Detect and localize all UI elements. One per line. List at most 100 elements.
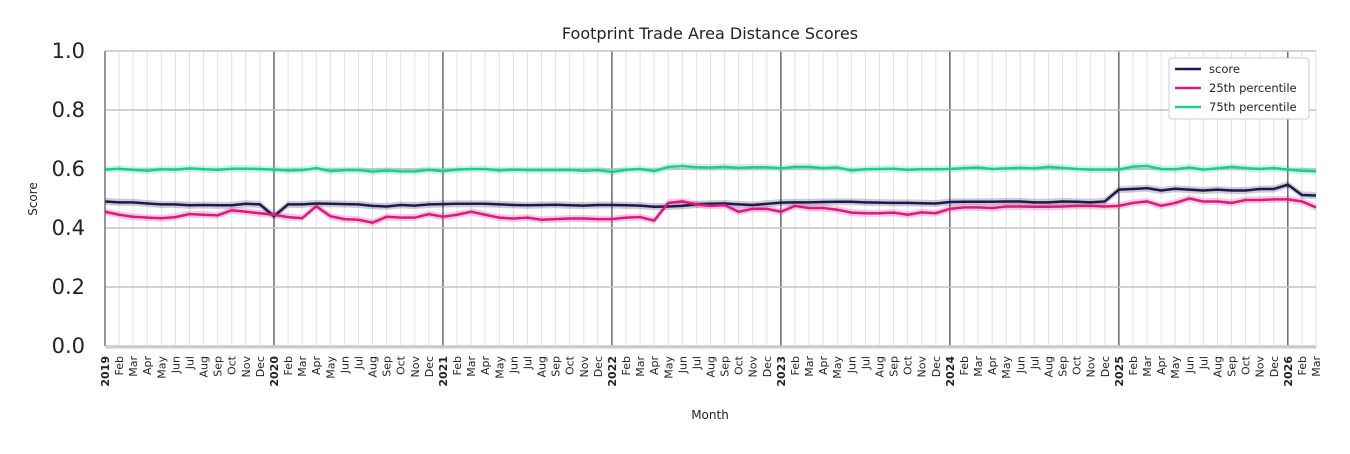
x-tick-label: Dec bbox=[1268, 356, 1281, 377]
legend-label: score bbox=[1209, 62, 1240, 76]
x-tick-label: Mar bbox=[972, 356, 985, 377]
x-tick-label: Oct bbox=[902, 355, 915, 375]
x-tick-label: Jun bbox=[338, 356, 351, 374]
x-tick-label: 2026 bbox=[1282, 356, 1295, 387]
x-tick-label: Apr bbox=[648, 356, 661, 376]
y-tick-label: 0.0 bbox=[52, 334, 85, 358]
x-tick-label: Nov bbox=[916, 356, 929, 378]
x-tick-label: Apr bbox=[141, 356, 154, 376]
x-tick-label: 2025 bbox=[1113, 356, 1126, 387]
x-tick-label: Aug bbox=[198, 356, 211, 377]
x-tick-label: Feb bbox=[1127, 356, 1140, 375]
x-tick-label: Jul bbox=[352, 356, 365, 370]
x-tick-label: Aug bbox=[367, 356, 380, 377]
x-tick-label: Oct bbox=[733, 355, 746, 375]
x-tick-label: Dec bbox=[930, 356, 943, 377]
x-tick-label: 2022 bbox=[606, 356, 619, 387]
x-tick-label: 2023 bbox=[775, 356, 788, 387]
x-tick-label: Aug bbox=[873, 356, 886, 377]
x-tick-label: Mar bbox=[1310, 356, 1323, 377]
x-tick-label: Jun bbox=[507, 356, 520, 374]
y-tick-label: 0.8 bbox=[52, 98, 85, 122]
x-tick-label: Oct bbox=[226, 355, 239, 375]
legend-label: 75th percentile bbox=[1209, 100, 1297, 114]
x-tick-label: Dec bbox=[592, 356, 605, 377]
y-axis-label: Score bbox=[26, 182, 40, 216]
x-tick-label: Aug bbox=[1042, 356, 1055, 377]
x-tick-label: 2020 bbox=[268, 356, 281, 387]
x-tick-label: Apr bbox=[1155, 356, 1168, 376]
x-tick-label: Mar bbox=[465, 356, 478, 377]
x-tick-label: Dec bbox=[423, 356, 436, 377]
y-tick-label: 0.2 bbox=[52, 275, 85, 299]
x-tick-label: Oct bbox=[564, 355, 577, 375]
x-tick-label: Sep bbox=[719, 356, 732, 377]
x-tick-label: Jul bbox=[859, 356, 872, 370]
legend: score 25th percentile 75th percentile bbox=[1169, 58, 1309, 119]
x-tick-label: Nov bbox=[578, 356, 591, 378]
x-axis-label: Month bbox=[691, 408, 729, 422]
x-tick-label: Feb bbox=[958, 356, 971, 375]
x-tick-label: Nov bbox=[1254, 356, 1267, 378]
y-tick-label: 1.0 bbox=[52, 39, 85, 63]
x-tick-label: Feb bbox=[789, 356, 802, 375]
x-tick-label: 2019 bbox=[99, 356, 112, 387]
x-tick-label: Jul bbox=[183, 356, 196, 370]
x-tick-label: Apr bbox=[817, 356, 830, 376]
x-tick-label: Nov bbox=[1085, 356, 1098, 378]
x-tick-label: Jun bbox=[676, 356, 689, 374]
x-tick-label: Feb bbox=[451, 356, 464, 375]
y-tick-label: 0.4 bbox=[52, 216, 85, 240]
y-axis: 0.0 0.2 0.4 0.6 0.8 1.0 bbox=[52, 39, 105, 358]
x-tick-label: Feb bbox=[620, 356, 633, 375]
x-tick-label: Apr bbox=[310, 356, 323, 376]
x-tick-label: Jul bbox=[690, 356, 703, 370]
x-tick-label: Dec bbox=[1099, 356, 1112, 377]
x-tick-label: Feb bbox=[282, 356, 295, 375]
x-tick-label: Oct bbox=[1071, 355, 1084, 375]
x-tick-label: May bbox=[831, 356, 844, 379]
x-tick-label: Oct bbox=[395, 355, 408, 375]
x-tick-label: Jul bbox=[1197, 356, 1210, 370]
x-tick-label: Aug bbox=[1211, 356, 1224, 377]
x-tick-label: Aug bbox=[705, 356, 718, 377]
x-tick-label: Nov bbox=[747, 356, 760, 378]
x-tick-label: Aug bbox=[536, 356, 549, 377]
x-tick-label: Dec bbox=[254, 356, 267, 377]
x-tick-label: Nov bbox=[240, 356, 253, 378]
y-tick-label: 0.6 bbox=[52, 157, 85, 181]
x-tick-label: Oct bbox=[1240, 355, 1253, 375]
x-tick-label: Sep bbox=[1226, 356, 1239, 377]
x-tick-label: Sep bbox=[550, 356, 563, 377]
x-tick-label: Feb bbox=[113, 356, 126, 375]
x-tick-label: Apr bbox=[986, 356, 999, 376]
x-tick-label: Jun bbox=[1014, 356, 1027, 374]
x-tick-label: May bbox=[662, 356, 675, 379]
x-tick-label: Mar bbox=[634, 356, 647, 377]
x-tick-label: Mar bbox=[127, 356, 140, 377]
x-tick-label: Feb bbox=[1296, 356, 1309, 375]
x-tick-label: May bbox=[1169, 356, 1182, 379]
x-tick-label: 2021 bbox=[437, 356, 450, 387]
x-tick-label: Jun bbox=[845, 356, 858, 374]
x-tick-label: Sep bbox=[381, 356, 394, 377]
x-tick-label: Sep bbox=[888, 356, 901, 377]
x-tick-label: Mar bbox=[803, 356, 816, 377]
x-tick-label: May bbox=[1000, 356, 1013, 379]
x-tick-label: Mar bbox=[296, 356, 309, 377]
x-tick-label: Apr bbox=[479, 356, 492, 376]
chart-title: Footprint Trade Area Distance Scores bbox=[562, 24, 858, 43]
legend-label: 25th percentile bbox=[1209, 81, 1297, 95]
x-tick-label: Dec bbox=[761, 356, 774, 377]
x-tick-label: Jun bbox=[1183, 356, 1196, 374]
x-tick-label: May bbox=[493, 356, 506, 379]
x-tick-label: Jun bbox=[169, 356, 182, 374]
x-tick-label: Jul bbox=[521, 356, 534, 370]
x-tick-label: Jul bbox=[1028, 356, 1041, 370]
x-tick-label: Sep bbox=[1057, 356, 1070, 377]
x-tick-label: Mar bbox=[1141, 356, 1154, 377]
x-tick-label: Nov bbox=[409, 356, 422, 378]
x-tick-label: May bbox=[155, 356, 168, 379]
